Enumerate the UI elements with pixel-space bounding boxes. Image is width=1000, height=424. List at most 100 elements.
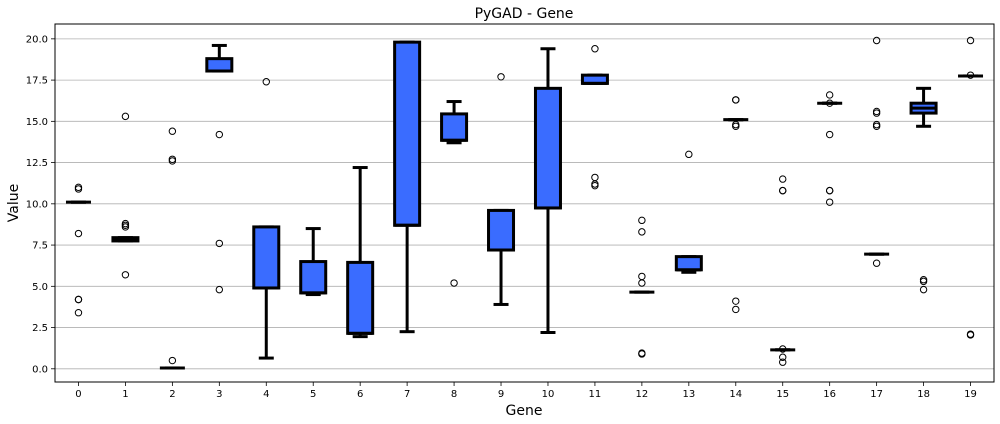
outlier-point (732, 96, 740, 104)
x-tick-label: 9 (498, 389, 504, 400)
outlier-point (732, 305, 740, 314)
outlier-point (215, 285, 224, 294)
grid-lines (55, 38, 994, 370)
x-axis-title: Gene (506, 403, 543, 419)
outlier-point (638, 228, 646, 236)
outlier-point (262, 78, 270, 86)
box-gene-1 (111, 112, 140, 279)
outlier-point (779, 345, 787, 353)
outlier-point (450, 279, 458, 287)
y-tick-label: 15.0 (26, 117, 48, 128)
box-gene-19 (958, 36, 984, 339)
iqr-box (205, 57, 234, 73)
x-tick-label: 15 (776, 389, 789, 400)
x-tick-label: 18 (917, 389, 930, 400)
x-tick-label: 11 (589, 389, 602, 400)
outlier-point (919, 285, 928, 294)
y-tick-label: 17.5 (26, 76, 48, 87)
outlier-point (872, 109, 881, 117)
outlier-point (638, 216, 646, 225)
outlier-point (121, 112, 130, 121)
x-tick-label: 12 (636, 389, 649, 400)
outlier-point (121, 223, 130, 231)
x-tick-label: 5 (310, 389, 316, 400)
outlier-point (638, 272, 646, 281)
x-tick-label: 17 (870, 389, 883, 400)
outlier-point (74, 295, 83, 304)
outlier-point (779, 186, 787, 195)
box-gene-16 (817, 91, 843, 206)
iqr-box (252, 225, 281, 290)
outlier-point (591, 45, 599, 53)
x-tick-label: 10 (542, 389, 555, 400)
iqr-box (299, 260, 328, 295)
outlier-point (825, 99, 834, 107)
outlier-point (966, 71, 975, 79)
outlier-point (591, 173, 599, 182)
x-tick-label: 14 (729, 389, 742, 400)
box-gene-6 (346, 166, 375, 339)
x-tick-label: 3 (216, 389, 222, 400)
outlier-point (638, 350, 646, 358)
outlier-point (168, 157, 177, 165)
box-gene-17 (864, 36, 890, 267)
y-tick-label: 10.0 (26, 199, 48, 210)
y-tick-label: 0.0 (32, 364, 48, 375)
outlier-point (872, 259, 881, 267)
outlier-point (966, 331, 975, 339)
iqr-box (393, 40, 422, 227)
outlier-point (74, 309, 83, 317)
iqr-box (440, 112, 469, 142)
x-tick-label: 6 (357, 389, 363, 400)
outlier-point (168, 356, 177, 365)
outlier-point (591, 181, 599, 190)
boxes (65, 36, 984, 370)
x-tick-label: 2 (169, 389, 175, 400)
outlier-point (732, 122, 740, 130)
outlier-point (74, 229, 83, 238)
outlier-point (825, 186, 834, 195)
box-gene-14 (723, 96, 749, 314)
iqr-box (674, 255, 703, 272)
outlier-point (825, 198, 834, 206)
box-gene-7 (393, 40, 422, 334)
box-gene-12 (629, 216, 655, 358)
outlier-point (497, 73, 505, 81)
x-tick-label: 13 (682, 389, 695, 400)
y-tick-label: 20.0 (26, 34, 48, 45)
outlier-point (168, 127, 177, 135)
outlier-point (685, 150, 693, 159)
box-gene-13 (674, 150, 703, 274)
box-gene-10 (533, 47, 562, 335)
box-gene-2 (159, 127, 185, 370)
box-gene-11 (580, 45, 609, 190)
outlier-point (215, 239, 224, 248)
y-tick-label: 12.5 (26, 158, 48, 169)
box-gene-3 (205, 43, 234, 294)
outlier-point (825, 91, 834, 99)
y-axis-ticks: 0.0 2.5 5.0 7.5 10.0 12.5 15.0 17.5 20.0 (26, 34, 55, 375)
outlier-point (779, 358, 787, 366)
x-tick-label: 19 (964, 389, 977, 400)
x-tick-label: 1 (122, 389, 128, 400)
x-tick-label: 7 (404, 389, 410, 400)
chart-title: PyGAD - Gene (475, 6, 574, 22)
outlier-point (779, 353, 787, 361)
y-axis-title: Value (6, 184, 22, 222)
outlier-point (825, 130, 834, 139)
outlier-point (74, 185, 83, 193)
box-gene-8 (440, 100, 469, 287)
box-gene-4 (252, 78, 281, 360)
y-tick-label: 7.5 (32, 241, 48, 252)
outlier-point (732, 297, 740, 305)
x-tick-label: 4 (263, 389, 269, 400)
outlier-point (872, 122, 881, 130)
iqr-box (346, 260, 375, 335)
box-gene-5 (299, 227, 328, 297)
box-gene-18 (909, 86, 938, 294)
x-tick-label: 16 (823, 389, 836, 400)
iqr-box (533, 86, 562, 210)
x-tick-label: 0 (75, 389, 81, 400)
y-tick-label: 2.5 (32, 323, 48, 334)
